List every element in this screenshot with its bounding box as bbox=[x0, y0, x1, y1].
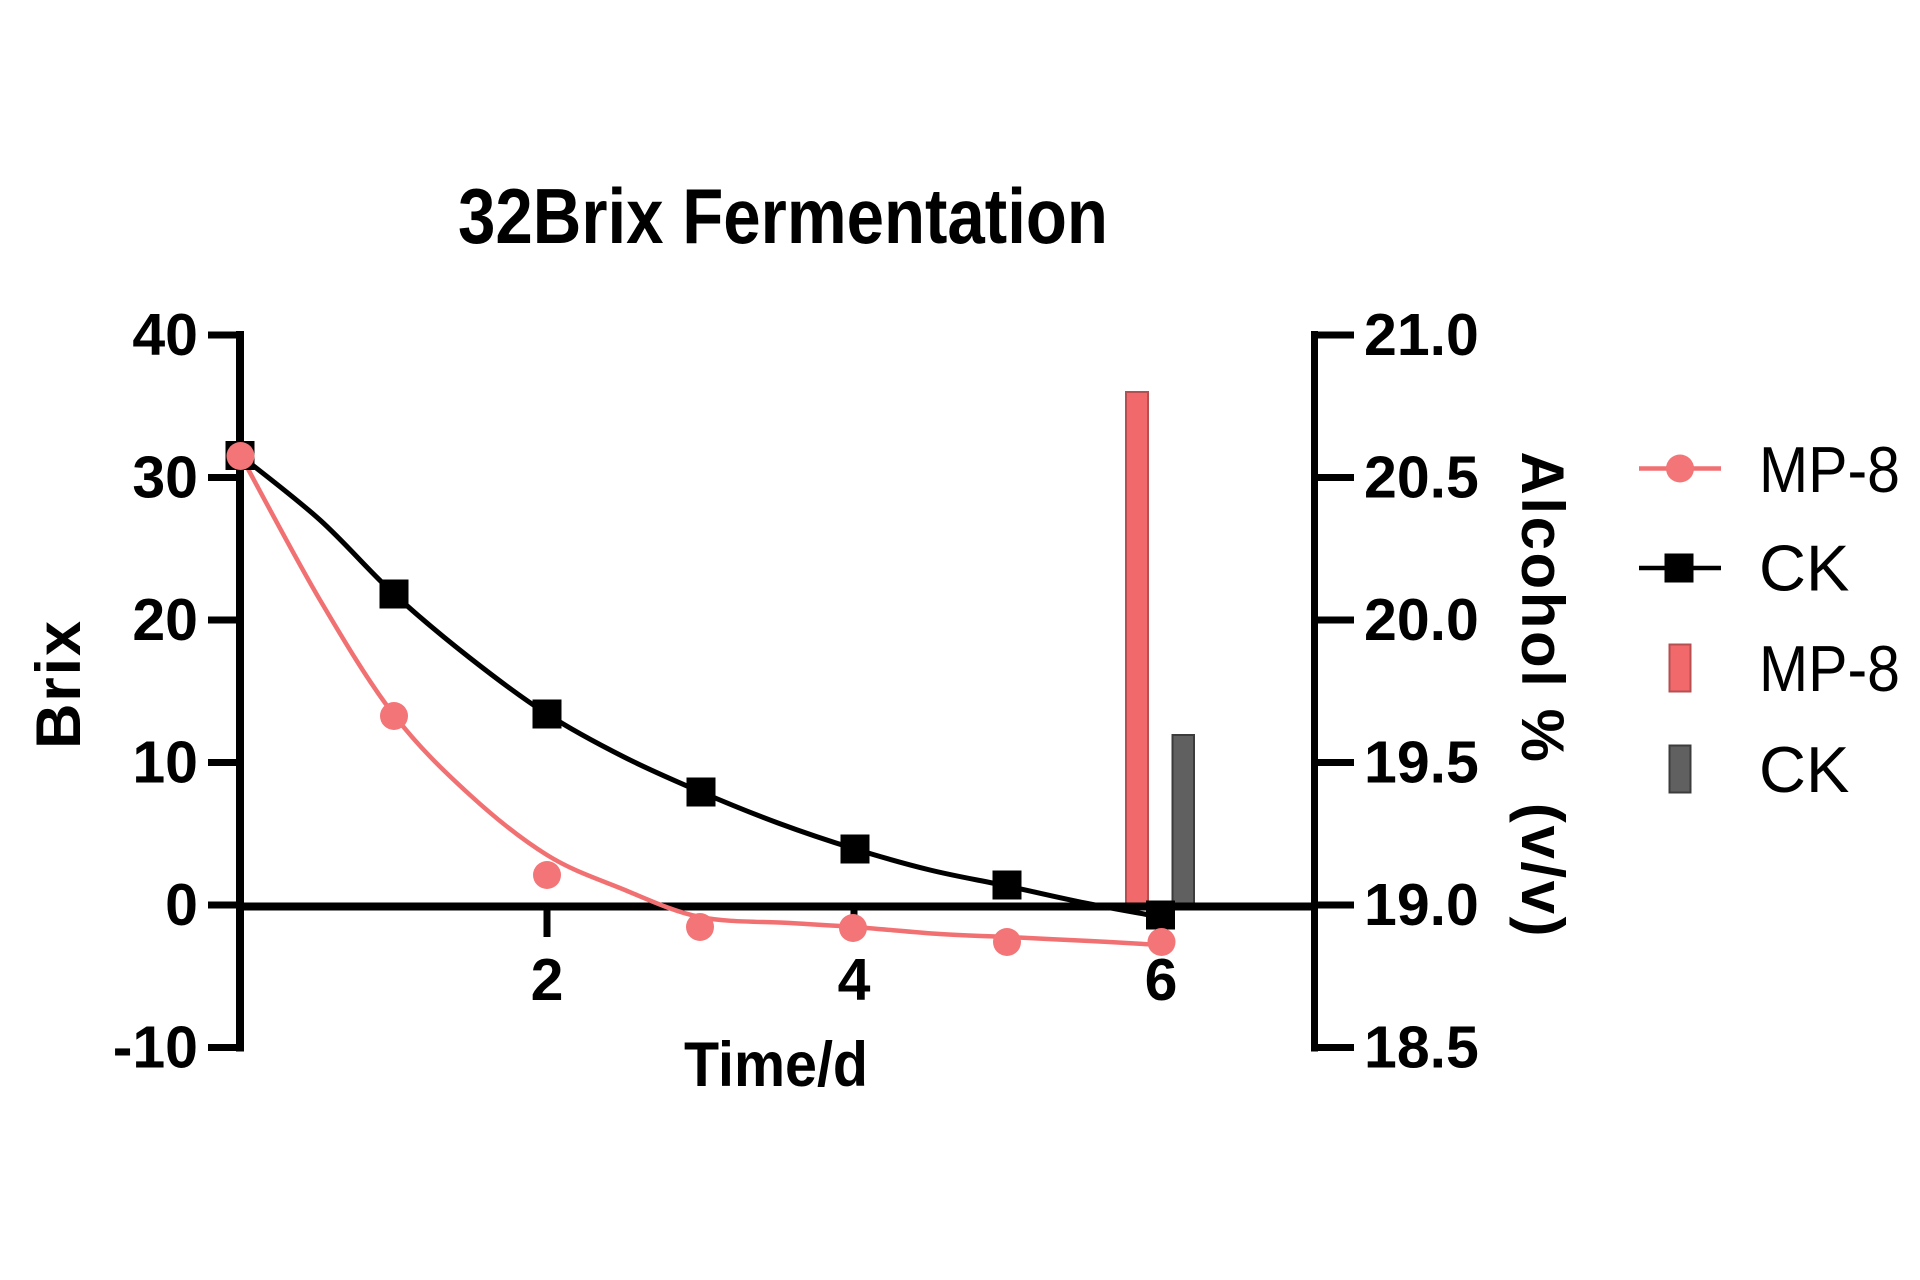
svg-text:19.5: 19.5 bbox=[1364, 730, 1479, 796]
svg-text:CK: CK bbox=[1759, 733, 1849, 806]
svg-text:MP-8: MP-8 bbox=[1759, 632, 1900, 705]
svg-text:0: 0 bbox=[165, 872, 198, 938]
svg-text:19.0: 19.0 bbox=[1364, 872, 1479, 938]
svg-text:Brix: Brix bbox=[24, 621, 94, 749]
svg-text:MP-8: MP-8 bbox=[1759, 433, 1900, 506]
svg-text:Alcohol % (v/v): Alcohol % (v/v) bbox=[1509, 452, 1576, 937]
svg-text:4: 4 bbox=[838, 947, 871, 1013]
svg-text:18.5: 18.5 bbox=[1364, 1015, 1479, 1081]
svg-text:40: 40 bbox=[132, 302, 198, 368]
svg-text:Time/d: Time/d bbox=[684, 1030, 868, 1100]
svg-text:21.0: 21.0 bbox=[1364, 302, 1479, 368]
svg-text:-10: -10 bbox=[113, 1015, 198, 1081]
svg-text:CK: CK bbox=[1759, 532, 1849, 605]
svg-text:20: 20 bbox=[132, 587, 198, 653]
svg-text:20.0: 20.0 bbox=[1364, 587, 1479, 653]
svg-text:10: 10 bbox=[132, 730, 198, 796]
svg-text:32Brix Fermentation: 32Brix Fermentation bbox=[458, 172, 1108, 260]
svg-text:30: 30 bbox=[132, 445, 198, 511]
svg-text:2: 2 bbox=[531, 947, 564, 1013]
svg-text:6: 6 bbox=[1145, 947, 1178, 1013]
svg-text:20.5: 20.5 bbox=[1364, 445, 1479, 511]
